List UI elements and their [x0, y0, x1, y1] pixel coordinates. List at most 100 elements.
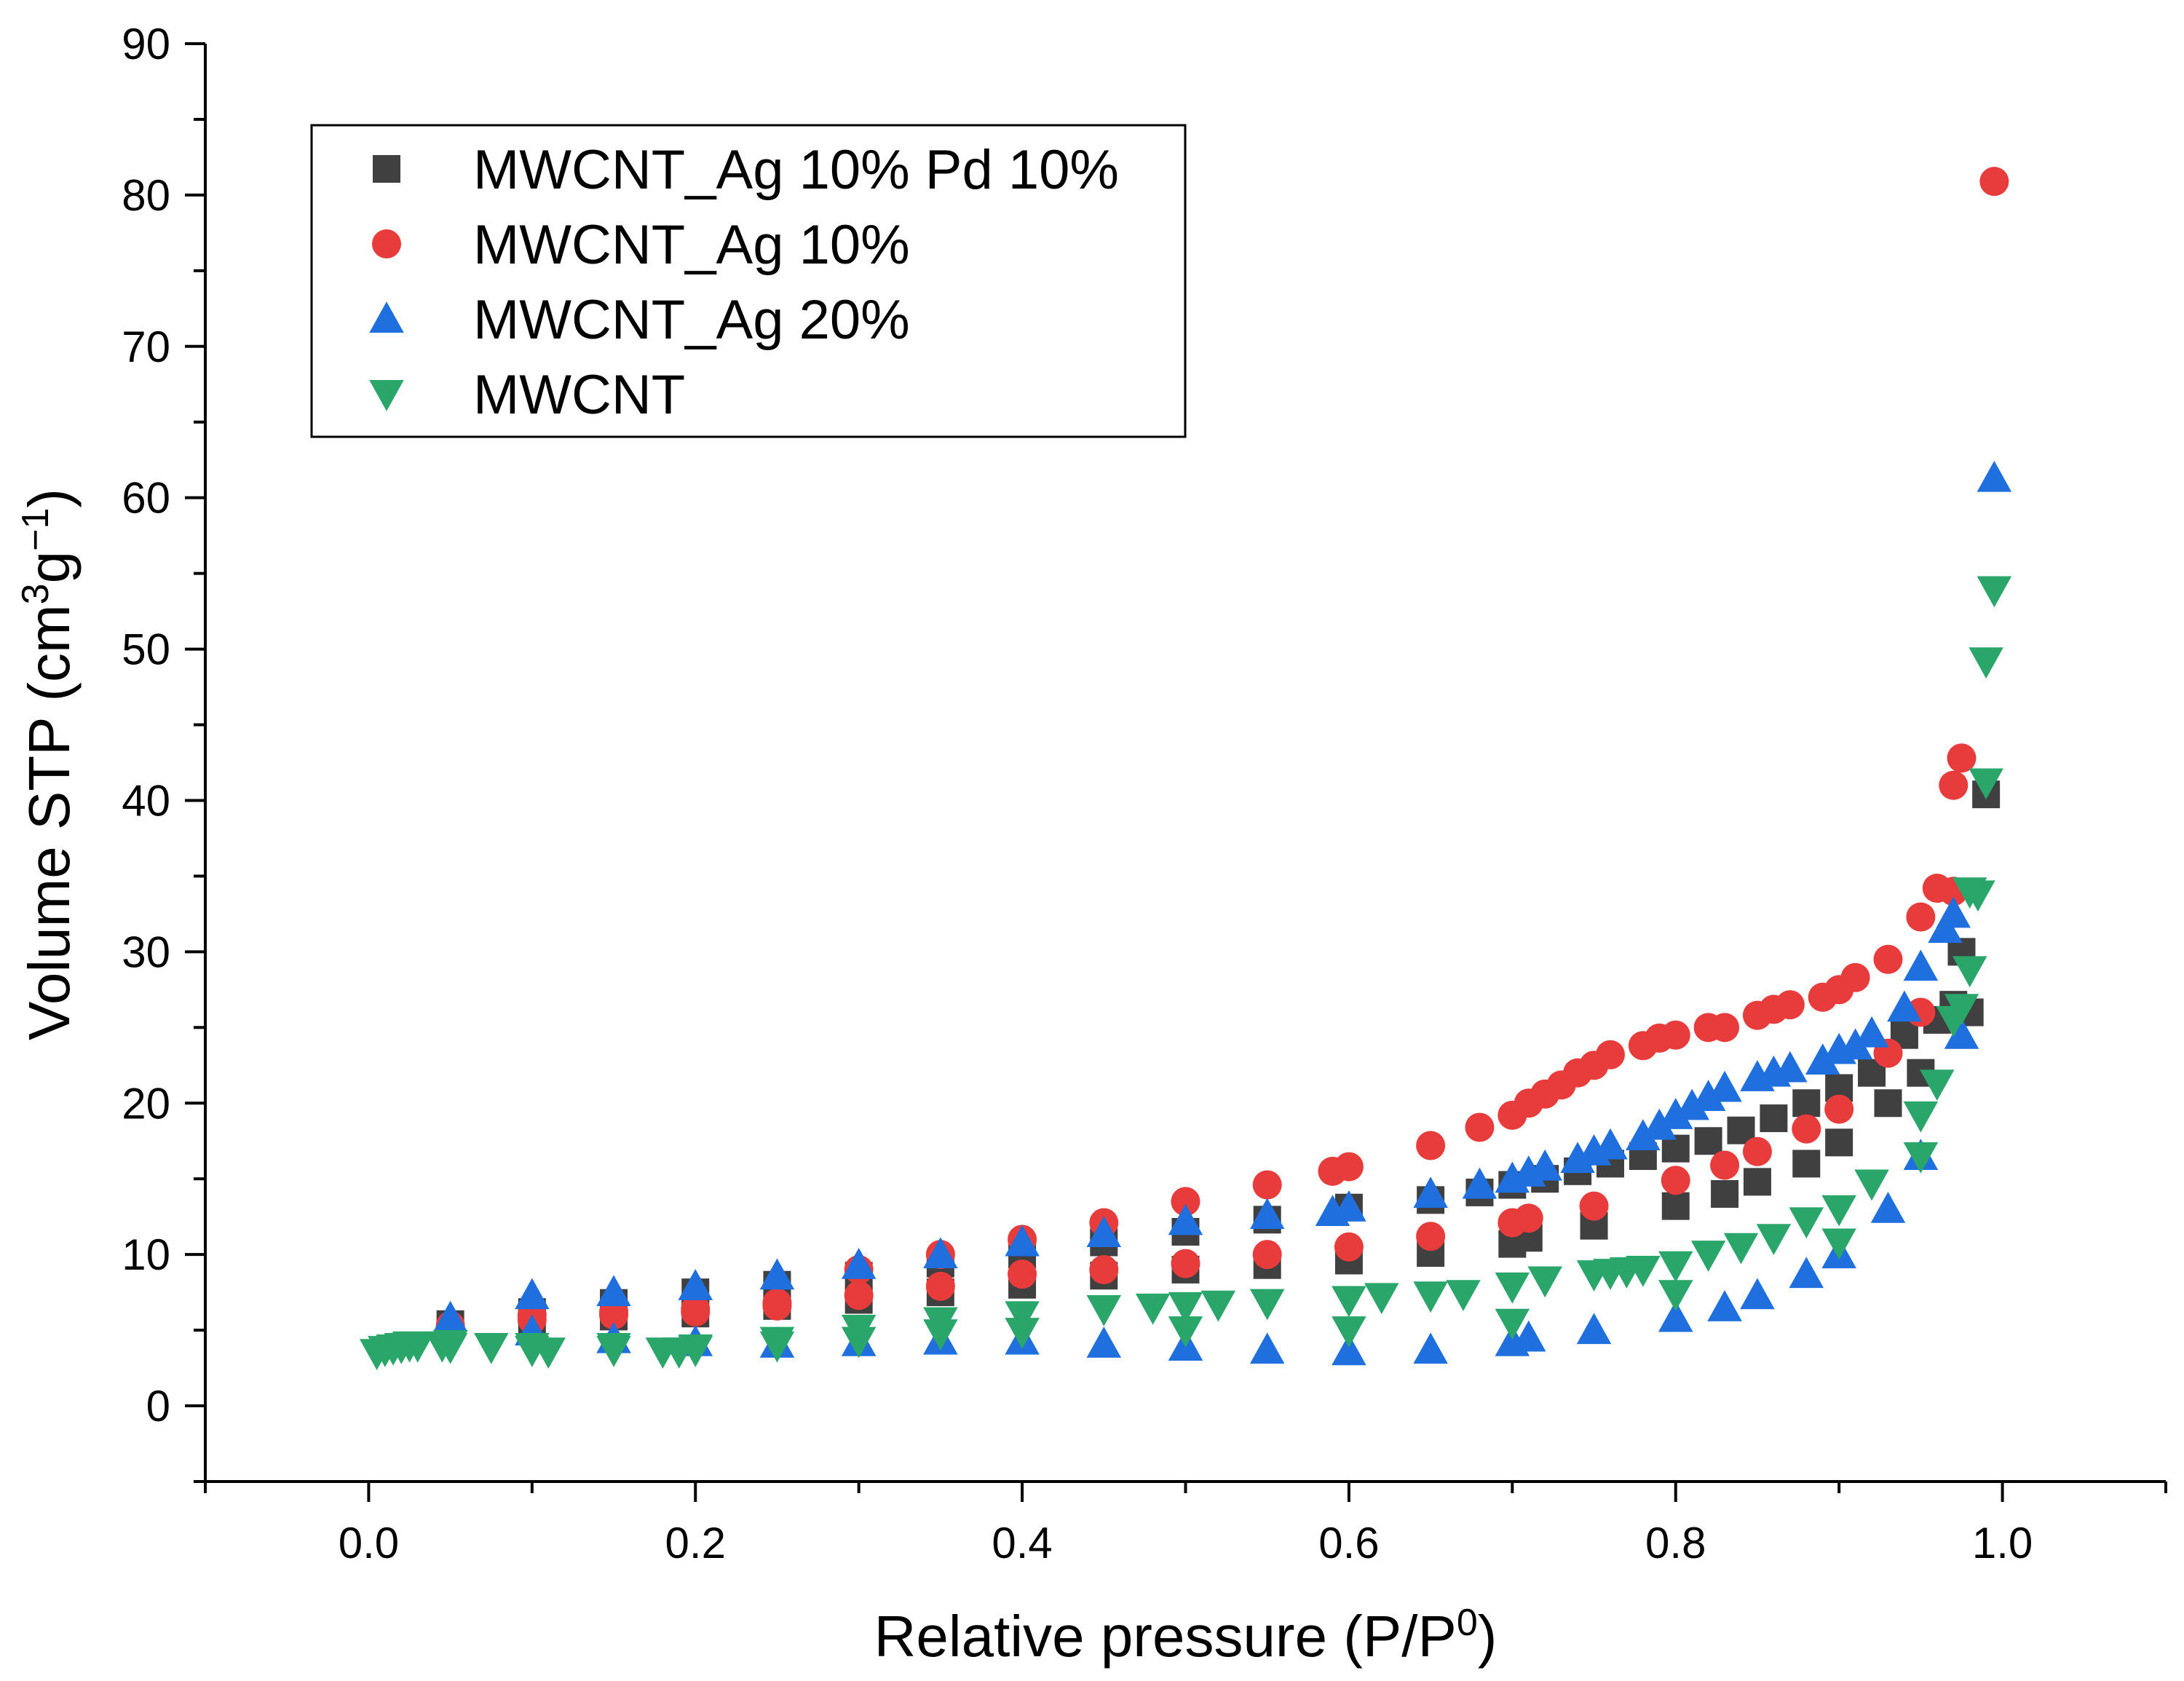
data-point	[1690, 1241, 1726, 1272]
data-point	[681, 1294, 711, 1324]
data-point	[1903, 1142, 1939, 1174]
data-point	[1332, 1190, 1366, 1222]
data-point	[1086, 1295, 1122, 1326]
legend-label: MWCNT_Ag 20%	[473, 289, 910, 351]
data-point	[1168, 1316, 1203, 1348]
y-axis-title: Volume STP (cm3g−1)	[15, 489, 82, 1040]
data-point	[1626, 1255, 1661, 1287]
data-point	[1690, 1080, 1726, 1111]
data-point	[1661, 1192, 1690, 1220]
data-point	[1979, 167, 2009, 197]
data-point	[1854, 1169, 1889, 1201]
data-point	[1694, 1127, 1722, 1155]
legend-marker	[373, 155, 400, 183]
y-tick-label: 80	[122, 171, 170, 220]
data-point	[1711, 1180, 1739, 1208]
y-tick-label: 90	[122, 20, 170, 68]
data-point	[596, 1275, 631, 1307]
data-point	[923, 1237, 958, 1269]
data-point	[841, 1326, 877, 1358]
data-point	[1920, 1069, 1955, 1101]
data-point	[1413, 1176, 1448, 1208]
data-point	[1332, 1316, 1366, 1348]
y-tick-label: 40	[122, 776, 170, 825]
data-point	[1740, 1278, 1775, 1310]
axes: 0.0 0.2 0.4 0.6 0.8 1.0 0 10 20 30 40 50 60 70 80 90	[122, 20, 2167, 1567]
data-point	[762, 1288, 792, 1318]
data-point	[1495, 1324, 1530, 1356]
data-point	[1742, 1000, 1772, 1030]
legend-label: MWCNT	[473, 364, 685, 426]
series-1	[436, 780, 2001, 1338]
data-point	[1792, 1114, 1821, 1144]
data-point	[1332, 1286, 1366, 1318]
data-point	[1334, 1232, 1364, 1262]
data-point	[678, 1336, 713, 1367]
data-point	[1642, 1108, 1677, 1140]
data-point	[473, 1332, 509, 1364]
data-point	[678, 1269, 713, 1300]
data-point	[1462, 1167, 1497, 1199]
series-3	[432, 460, 2012, 1366]
data-point	[1710, 1150, 1740, 1180]
data-point	[515, 1278, 550, 1310]
data-point	[1977, 460, 2012, 492]
data-point	[1961, 880, 1995, 912]
data-point	[1674, 1088, 1709, 1120]
y-tick-label: 10	[122, 1230, 170, 1279]
data-point	[1792, 1150, 1821, 1178]
data-point	[1773, 1051, 1808, 1083]
data-point	[400, 1331, 435, 1363]
data-point	[1495, 1272, 1530, 1304]
data-point	[1952, 956, 1987, 988]
data-point	[1252, 1240, 1282, 1270]
data-point	[1944, 994, 1979, 1026]
data-point	[1332, 1334, 1366, 1366]
data-point	[1413, 1332, 1448, 1364]
series-4	[359, 576, 2012, 1371]
data-point	[1903, 1101, 1939, 1133]
data-marks	[359, 167, 2012, 1371]
data-point	[1249, 1198, 1285, 1230]
data-point	[1947, 743, 1977, 773]
data-point	[1168, 1203, 1203, 1235]
data-point	[1005, 1301, 1040, 1333]
data-point	[1805, 1043, 1840, 1075]
legend-marker	[369, 380, 404, 411]
data-point	[1743, 1168, 1771, 1196]
legend: MWCNT_Ag 10% Pd 10% MWCNT_Ag 10% MWCNT_Ag …	[310, 124, 1187, 438]
data-point	[1969, 768, 2003, 800]
data-point	[1171, 1249, 1200, 1278]
data-point	[1658, 1300, 1693, 1332]
data-point	[1658, 1251, 1693, 1283]
y-tick-label: 70	[122, 323, 170, 371]
x-tick-label: 0.8	[1645, 1519, 1706, 1567]
data-point	[1693, 1013, 1723, 1043]
legend-marker	[369, 301, 404, 333]
y-tick-label: 60	[122, 474, 170, 523]
data-point	[1005, 1318, 1040, 1349]
data-point	[1086, 1216, 1122, 1248]
data-point	[1168, 1292, 1203, 1324]
data-point	[1171, 1187, 1200, 1217]
x-tick-label: 0.6	[1318, 1519, 1379, 1567]
data-point	[1887, 990, 1922, 1022]
data-point	[1870, 1192, 1906, 1223]
data-point	[1593, 1128, 1628, 1160]
data-point	[1318, 1156, 1348, 1186]
data-point	[1821, 1195, 1856, 1227]
data-point	[1936, 896, 1971, 928]
data-point	[1527, 1266, 1562, 1298]
x-tick-label: 0.0	[339, 1519, 399, 1567]
data-point	[1808, 982, 1837, 1012]
data-point	[1416, 1222, 1446, 1251]
y-tick-label: 0	[146, 1382, 170, 1431]
data-point	[1658, 1098, 1693, 1129]
data-point	[1922, 874, 1952, 903]
legend-label: MWCNT_Ag 10%	[473, 214, 910, 276]
x-tick-label: 0.2	[665, 1519, 726, 1567]
x-tick-label: 1.0	[1972, 1519, 2033, 1567]
data-point	[1873, 944, 1903, 974]
data-point	[1707, 1070, 1742, 1102]
data-point	[1364, 1283, 1399, 1315]
